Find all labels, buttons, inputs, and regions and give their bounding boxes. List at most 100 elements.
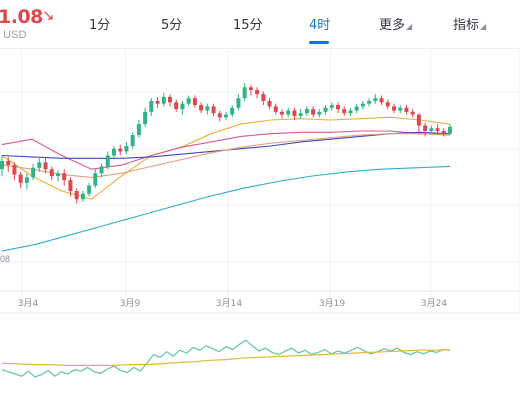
candle	[143, 107, 148, 127]
candle	[398, 105, 403, 114]
candle-body	[298, 113, 303, 116]
candle	[448, 124, 452, 136]
candle	[273, 103, 278, 115]
candle	[136, 120, 141, 138]
dropdown-corner-icon: ◢	[406, 22, 413, 31]
candle-body	[130, 135, 135, 146]
candle	[404, 105, 409, 115]
candle	[149, 98, 154, 116]
candle	[298, 109, 303, 119]
candle-body	[267, 100, 272, 107]
candle-body	[236, 98, 241, 108]
candle	[0, 155, 4, 176]
candle	[261, 91, 266, 106]
last-price: 1.08	[0, 6, 43, 28]
candle	[236, 94, 241, 111]
candle	[435, 124, 440, 136]
dropdown-corner-icon: ◢	[480, 22, 487, 31]
candle	[416, 113, 421, 134]
candle	[317, 109, 322, 118]
candle	[348, 107, 353, 116]
candle	[242, 83, 247, 101]
tab-more[interactable]: 更多◢	[379, 18, 413, 33]
candle-body	[280, 111, 284, 115]
candle-body	[149, 100, 154, 112]
candle-body	[124, 145, 129, 152]
candle	[230, 105, 235, 118]
candle-body	[423, 125, 428, 131]
trend-down-icon: ↘	[42, 6, 55, 24]
candle	[292, 107, 297, 121]
moving-average-line	[1, 133, 451, 178]
candle-body	[336, 105, 340, 110]
candle	[31, 163, 36, 181]
candle	[24, 173, 29, 190]
candle-body	[429, 128, 434, 131]
candle-body	[373, 98, 378, 101]
candle-body	[410, 111, 415, 115]
oscillator-panel	[1, 339, 451, 378]
candle	[186, 95, 191, 107]
candle	[99, 163, 104, 178]
candle	[373, 94, 378, 104]
tab-4h[interactable]: 4时	[309, 18, 331, 33]
candle-body	[242, 87, 247, 99]
candle	[323, 105, 328, 115]
candle-body	[6, 160, 11, 166]
candle	[124, 141, 129, 155]
candle-body	[199, 105, 204, 111]
candle-body	[261, 94, 266, 101]
candle-body	[56, 173, 60, 176]
candle-body	[342, 109, 347, 114]
tab-15min[interactable]: 15分	[233, 18, 263, 33]
candle	[367, 98, 372, 107]
candle	[80, 191, 85, 202]
candle	[180, 100, 185, 115]
candle-body	[192, 98, 197, 106]
oscillator-line	[1, 339, 451, 378]
candle	[205, 103, 210, 115]
candle-body	[24, 177, 29, 183]
candle	[12, 162, 17, 181]
candle	[385, 99, 390, 110]
candle-body	[43, 162, 48, 170]
candle	[267, 98, 272, 110]
tab-indicators[interactable]: 指标◢	[453, 18, 487, 33]
chart-header: 1.08 ↘ 3 USD 1分 5分 15分 4时 更多◢ 指标◢	[0, 0, 520, 50]
candle	[423, 122, 428, 137]
candle	[410, 109, 415, 118]
candle-body	[118, 148, 123, 152]
candle-body	[248, 87, 253, 91]
candle-body	[155, 100, 160, 104]
active-tab-underline	[309, 41, 329, 44]
candle	[49, 166, 54, 181]
candle-body	[441, 130, 446, 134]
candle-body	[205, 106, 210, 111]
candle-body	[168, 96, 172, 103]
candle-body	[74, 191, 79, 200]
candle-body	[18, 174, 23, 183]
tab-1min[interactable]: 1分	[89, 18, 111, 33]
candle	[286, 107, 291, 118]
oscillator-line	[1, 348, 451, 366]
candle-body	[323, 107, 328, 112]
candle	[18, 171, 23, 189]
candle	[6, 156, 11, 172]
candle	[112, 145, 116, 160]
header-divider	[0, 48, 520, 49]
candle-body	[435, 128, 440, 131]
moving-average-line	[1, 165, 451, 252]
tab-5min[interactable]: 5分	[161, 18, 183, 33]
candle	[168, 94, 172, 107]
candle-body	[392, 106, 396, 111]
candle-body	[448, 126, 452, 134]
candle-body	[273, 106, 278, 112]
candle	[354, 103, 359, 114]
candle-body	[354, 106, 359, 111]
candle-body	[186, 98, 191, 104]
candle-body	[211, 106, 216, 114]
candle	[360, 100, 365, 110]
candle	[392, 103, 396, 114]
candles	[0, 83, 452, 204]
